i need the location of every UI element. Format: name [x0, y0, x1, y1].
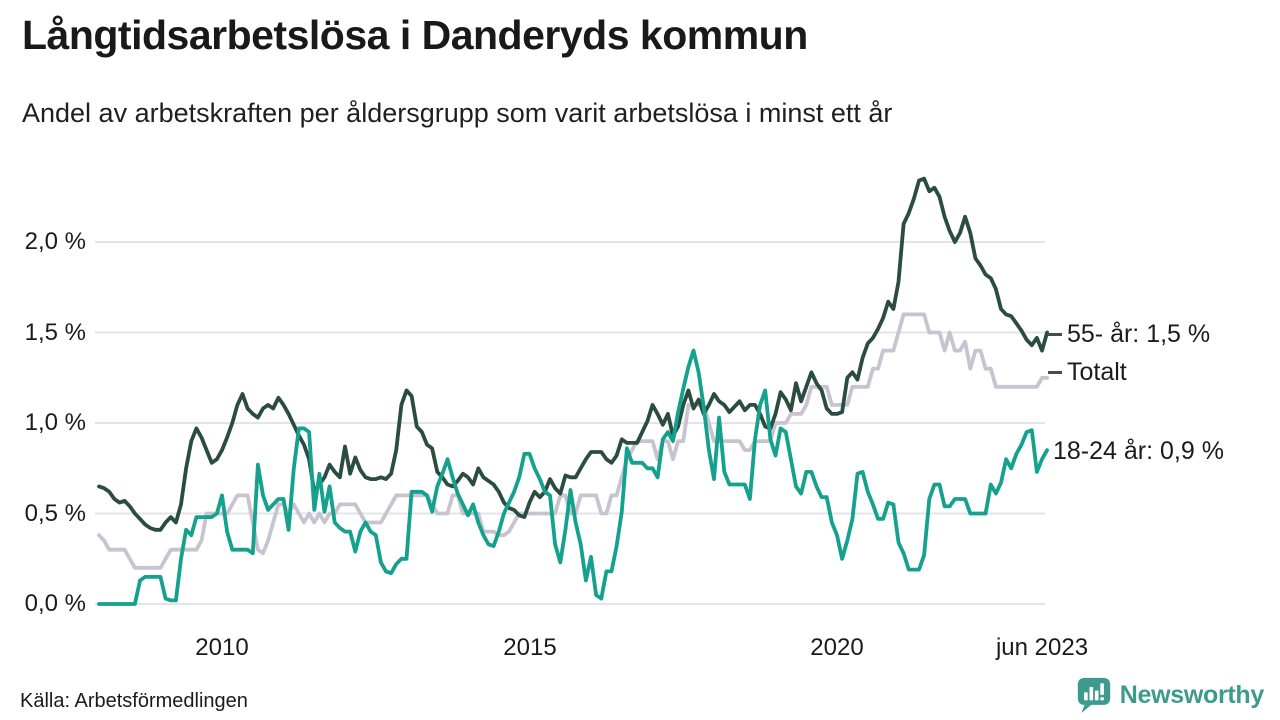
logo-bar: [1089, 686, 1093, 701]
page-title: Långtidsarbetslösa i Danderyds kommun: [22, 12, 808, 58]
label-tick: [1048, 333, 1062, 336]
series-label-55-ar: 55- år: 1,5 %: [1048, 320, 1210, 349]
logo-bar: [1094, 690, 1099, 701]
y-axis-tick: 2,0 %: [24, 228, 86, 255]
series-label-text: Totalt: [1067, 358, 1127, 386]
series-line-totalt: [97, 312, 1049, 570]
y-axis-tick: 1,0 %: [24, 409, 86, 436]
y-axis-tick: 0,5 %: [24, 500, 86, 527]
logo-exclamation: [1100, 683, 1104, 695]
x-axis-tick: 2010: [195, 634, 249, 661]
x-axis-tick: jun 2023: [995, 634, 1089, 661]
series-label-text: 18-24 år: 0,9 %: [1053, 437, 1224, 465]
series-line-55-ar: [97, 176, 1049, 532]
logo-bar: [1083, 692, 1088, 701]
chart-subtitle: Andel av arbetskraften per åldersgrupp s…: [22, 98, 893, 128]
series-label-totalt: Totalt: [1048, 358, 1127, 387]
y-axis-tick: 0,0 %: [24, 590, 86, 617]
x-axis-tick: 2020: [810, 634, 864, 661]
logo-exclamation-dot: [1100, 697, 1104, 701]
series-line-18-24-ar: [97, 348, 1049, 606]
series-label-text: 55- år: 1,5 %: [1067, 320, 1211, 348]
newsworthy-icon: [1077, 677, 1110, 713]
label-tick: [1048, 371, 1062, 374]
y-axis-tick: 1,5 %: [24, 319, 86, 346]
series-label-18-24-ar: 18-24 år: 0,9 %: [1053, 437, 1224, 466]
x-axis-tick: 2015: [503, 634, 557, 661]
brand-name: Newsworthy: [1119, 680, 1265, 709]
brand-logo: Newsworthy: [1076, 676, 1264, 714]
source-note: Källa: Arbetsförmedlingen: [20, 690, 248, 712]
